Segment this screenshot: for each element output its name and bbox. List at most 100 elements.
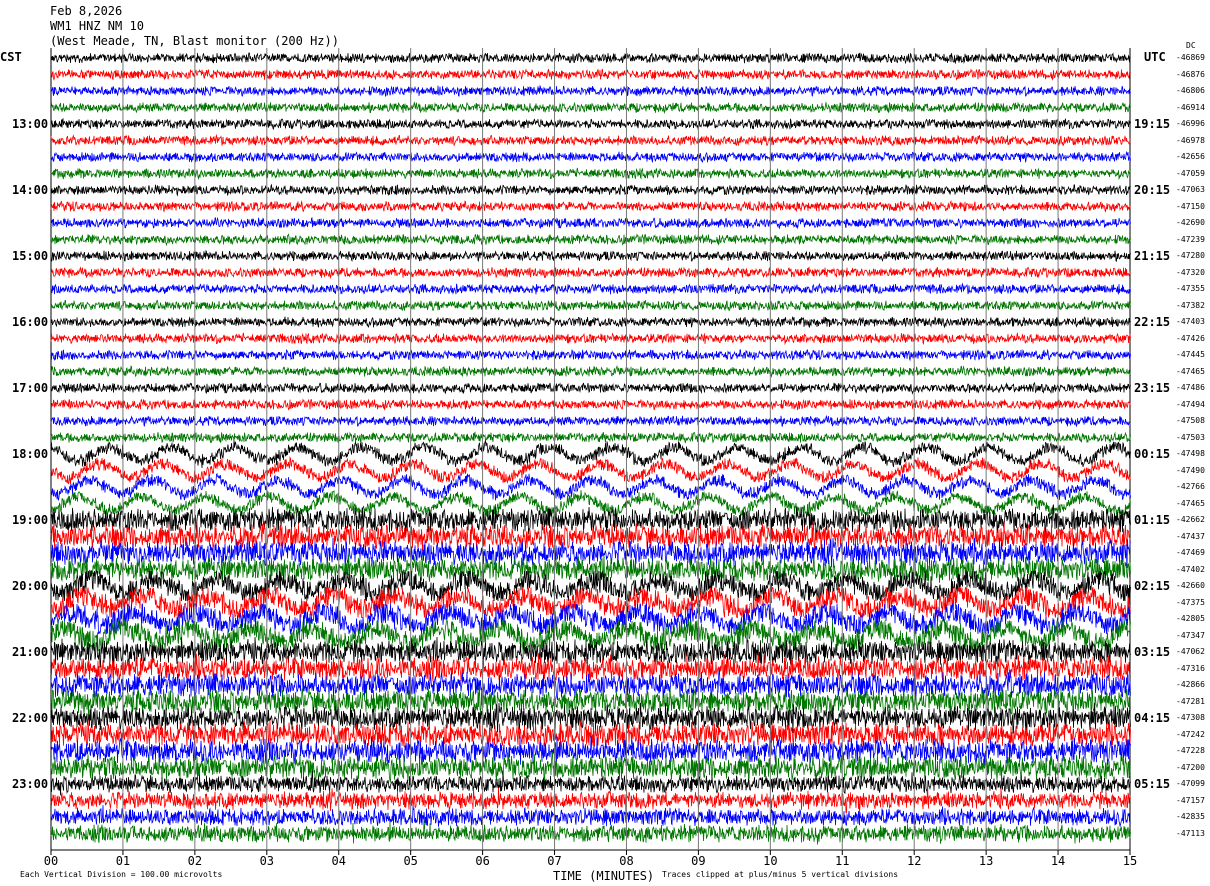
right-hour-label: 03:15 bbox=[1134, 645, 1171, 659]
dc-value: -47347 bbox=[1176, 630, 1205, 640]
trace-row-38 bbox=[50, 668, 1131, 701]
dc-value: -47508 bbox=[1176, 416, 1205, 425]
right-hour-label: 20:15 bbox=[1134, 183, 1171, 197]
dc-value: -47099 bbox=[1176, 779, 1205, 788]
dc-value: -47280 bbox=[1176, 251, 1205, 260]
trace-row-47 bbox=[50, 819, 1131, 845]
dc-value: -47308 bbox=[1176, 713, 1205, 722]
dc-value: -47150 bbox=[1176, 201, 1205, 211]
dc-value: -42660 bbox=[1176, 581, 1205, 590]
trace-row-4 bbox=[50, 117, 1131, 131]
trace-row-35 bbox=[50, 619, 1131, 653]
left-hour-label: 13:00 bbox=[12, 117, 49, 131]
x-tick-label: 05 bbox=[403, 854, 417, 868]
trace-row-19 bbox=[50, 364, 1131, 378]
location-label: (West Meade, TN, Blast monitor (200 Hz)) bbox=[50, 34, 339, 48]
dc-value: -42690 bbox=[1176, 218, 1205, 227]
dc-value: -47445 bbox=[1176, 350, 1205, 359]
right-hour-label: 19:15 bbox=[1134, 117, 1171, 131]
x-tick-label: 12 bbox=[907, 854, 921, 868]
trace-row-27 bbox=[50, 489, 1131, 519]
right-hour-label: 01:15 bbox=[1134, 513, 1171, 527]
dc-value: -47498 bbox=[1176, 449, 1205, 458]
left-hour-label: 21:00 bbox=[12, 645, 49, 659]
dc-value: -42656 bbox=[1176, 152, 1205, 161]
dc-value: -42805 bbox=[1176, 614, 1205, 623]
trace-row-14 bbox=[50, 282, 1131, 296]
left-hour-label: 19:00 bbox=[12, 513, 49, 527]
dc-value: -47239 bbox=[1176, 234, 1205, 244]
trace-row-33 bbox=[50, 586, 1131, 618]
dc-value: -47062 bbox=[1176, 647, 1205, 656]
dc-value: -47486 bbox=[1176, 383, 1205, 392]
dc-value: -47437 bbox=[1176, 531, 1205, 541]
trace-row-18 bbox=[50, 348, 1131, 362]
dc-value: -46996 bbox=[1176, 119, 1205, 128]
trace-row-44 bbox=[50, 770, 1131, 797]
trace-row-9 bbox=[50, 199, 1131, 213]
trace-row-2 bbox=[50, 84, 1131, 98]
trace-row-42 bbox=[50, 735, 1131, 767]
dc-value: -42866 bbox=[1176, 680, 1205, 689]
trace-row-28 bbox=[50, 503, 1131, 536]
trace-row-34 bbox=[50, 602, 1131, 636]
x-tick-label: 04 bbox=[332, 854, 346, 868]
right-hour-label: 22:15 bbox=[1134, 315, 1171, 329]
x-tick-label: 15 bbox=[1123, 854, 1137, 868]
dc-value: -46978 bbox=[1176, 135, 1205, 145]
left-hour-label: 14:00 bbox=[12, 183, 49, 197]
dc-value: -42662 bbox=[1176, 515, 1205, 524]
trace-row-43 bbox=[50, 751, 1131, 783]
dc-value: -47465 bbox=[1176, 498, 1205, 508]
dc-value: -47059 bbox=[1176, 168, 1205, 178]
trace-row-6 bbox=[50, 150, 1131, 163]
dc-value: -47113 bbox=[1176, 828, 1205, 838]
trace-row-20 bbox=[50, 381, 1131, 395]
right-timezone-label: UTC bbox=[1144, 50, 1166, 64]
dc-value: -47316 bbox=[1176, 663, 1205, 673]
right-hour-label: 04:15 bbox=[1134, 711, 1171, 725]
left-hour-label: 18:00 bbox=[12, 447, 49, 461]
left-hour-label: 22:00 bbox=[12, 711, 49, 725]
dc-value: -42835 bbox=[1176, 812, 1205, 821]
trace-row-46 bbox=[50, 805, 1131, 827]
x-tick-label: 11 bbox=[835, 854, 849, 868]
dc-value: -47063 bbox=[1176, 185, 1205, 194]
trace-row-21 bbox=[50, 398, 1131, 411]
trace-row-22 bbox=[50, 414, 1131, 428]
dc-value: -46914 bbox=[1176, 102, 1205, 112]
trace-row-15 bbox=[50, 299, 1131, 312]
trace-row-41 bbox=[50, 719, 1131, 748]
trace-row-7 bbox=[50, 167, 1131, 181]
trace-row-5 bbox=[50, 133, 1131, 147]
right-hour-label: 02:15 bbox=[1134, 579, 1171, 593]
dc-value: -47469 bbox=[1176, 548, 1205, 557]
trace-row-24 bbox=[50, 440, 1131, 469]
trace-row-36 bbox=[50, 636, 1131, 668]
trace-row-45 bbox=[50, 787, 1131, 815]
dc-value: -47503 bbox=[1176, 432, 1205, 442]
trace-row-30 bbox=[50, 537, 1131, 569]
left-hour-label: 17:00 bbox=[12, 381, 49, 395]
right-hour-label: 21:15 bbox=[1134, 249, 1171, 263]
trace-row-3 bbox=[50, 101, 1131, 115]
x-tick-label: 00 bbox=[44, 854, 58, 868]
right-hour-label: 00:15 bbox=[1134, 447, 1171, 461]
dc-value: -47200 bbox=[1176, 762, 1205, 772]
left-hour-label: 16:00 bbox=[12, 315, 49, 329]
x-tick-label: 13 bbox=[979, 854, 993, 868]
station-label: WM1 HNZ NM 10 bbox=[50, 19, 144, 33]
trace-row-11 bbox=[50, 233, 1131, 247]
trace-row-13 bbox=[50, 266, 1131, 280]
dc-value: -47320 bbox=[1176, 267, 1205, 277]
x-tick-label: 01 bbox=[116, 854, 130, 868]
trace-row-16 bbox=[50, 315, 1131, 329]
x-tick-label: 07 bbox=[547, 854, 561, 868]
trace-row-39 bbox=[50, 686, 1131, 717]
dc-value: -47382 bbox=[1176, 300, 1205, 310]
trace-row-31 bbox=[50, 554, 1131, 585]
dc-value: -42766 bbox=[1176, 482, 1205, 491]
date-label: Feb 8,2026 bbox=[50, 4, 123, 18]
dc-value: -47242 bbox=[1176, 729, 1205, 739]
dc-value: -46806 bbox=[1176, 86, 1205, 95]
